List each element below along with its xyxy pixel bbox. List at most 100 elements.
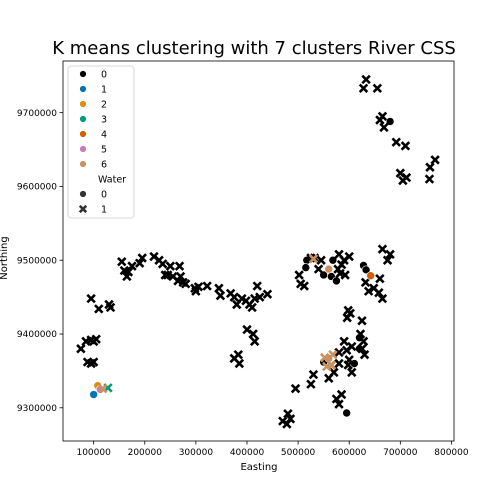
x-tick-label: 400000: [230, 448, 265, 458]
legend-item-cluster-2: 2: [79, 99, 107, 110]
data-point: [334, 399, 344, 409]
y-tick-label: 9700000: [17, 109, 57, 119]
series-cluster-0: [76, 74, 440, 429]
svg-text:6: 6: [101, 159, 107, 170]
data-point: [342, 408, 351, 418]
data-point: [290, 383, 301, 394]
data-point: [308, 369, 319, 380]
data-point: [134, 258, 145, 268]
data-point: [334, 347, 344, 358]
data-point: [89, 390, 98, 399]
data-point: [313, 264, 324, 274]
data-point: [361, 265, 371, 275]
svg-text:2: 2: [101, 99, 107, 110]
data-point: [382, 255, 393, 265]
data-point: [248, 329, 258, 339]
data-point: [294, 270, 304, 280]
y-tick-label: 9300000: [17, 404, 57, 414]
series-cluster-6: [98, 254, 338, 394]
data-point: [347, 367, 357, 378]
data-point: [328, 349, 338, 360]
data-point: [283, 408, 293, 419]
data-point: [322, 361, 332, 372]
data-point: [324, 264, 334, 274]
x-tick-label: 200000: [128, 448, 163, 458]
data-point: [105, 302, 116, 313]
data-point: [341, 345, 352, 355]
data-point: [336, 389, 347, 400]
svg-text:0: 0: [101, 69, 107, 80]
data-point: [282, 419, 292, 429]
data-point: [234, 358, 245, 369]
data-point: [175, 271, 186, 282]
y-tick-label: 9400000: [17, 330, 57, 340]
y-axis-label: Northing: [0, 236, 10, 279]
svg-text:1: 1: [101, 204, 107, 215]
data-point: [306, 379, 316, 389]
x-tick-label: 500000: [281, 448, 316, 458]
data-point: [355, 329, 366, 339]
x-tick-label: 600000: [332, 448, 367, 458]
legend-item-water-0: 0: [79, 189, 107, 200]
data-point: [262, 289, 273, 299]
data-point: [334, 358, 344, 369]
legend: 0 1 2 3 4 5 6 Water 0 1: [67, 65, 135, 219]
data-point: [377, 293, 388, 304]
data-point: [385, 117, 395, 126]
svg-text:1: 1: [101, 84, 107, 95]
data-point: [372, 83, 383, 94]
data-point: [385, 249, 395, 260]
data-point: [401, 172, 412, 183]
x-tick-label: 700000: [383, 448, 418, 458]
legend-item-cluster-0: 0: [79, 69, 107, 80]
x-tick-label: 100000: [76, 448, 111, 458]
data-point: [363, 286, 374, 296]
data-point: [375, 273, 385, 284]
data-point: [88, 357, 99, 367]
data-point: [374, 287, 384, 298]
data-point: [255, 292, 265, 302]
x-tick-label: 800000: [434, 448, 469, 458]
data-point: [339, 336, 349, 347]
data-point: [137, 253, 147, 263]
data-point: [359, 349, 370, 360]
data-point: [366, 271, 375, 281]
data-point: [98, 383, 108, 394]
data-point: [340, 270, 350, 280]
y-tick-label: 9500000: [17, 256, 57, 266]
data-point: [249, 336, 260, 347]
data-point: [191, 286, 201, 296]
svg-text:0: 0: [101, 189, 107, 200]
legend-item-cluster-5: 5: [79, 144, 107, 155]
data-point: [377, 244, 388, 254]
data-point: [165, 261, 176, 271]
legend-item-cluster-1: 1: [79, 84, 107, 95]
data-point: [377, 111, 388, 122]
data-point: [361, 74, 371, 85]
data-point: [358, 83, 369, 94]
data-point: [400, 141, 411, 151]
data-point: [319, 352, 330, 363]
legend-item-water-1: 1: [78, 204, 107, 215]
svg-text:4: 4: [101, 129, 107, 140]
data-point: [342, 313, 352, 323]
plot-frame: [62, 60, 455, 442]
data-point: [328, 255, 338, 265]
series-cluster-1: [89, 390, 98, 399]
data-point: [160, 270, 170, 280]
series-cluster-4: [366, 271, 375, 281]
data-point: [360, 277, 371, 288]
x-axis-label: Easting: [240, 462, 277, 473]
data-point: [301, 263, 311, 272]
data-point: [157, 259, 168, 269]
data-point: [379, 122, 389, 133]
data-point: [252, 281, 262, 291]
data-point: [193, 282, 204, 292]
data-point: [247, 302, 257, 313]
legend-style-title: Water: [98, 174, 126, 185]
data-point: [430, 155, 440, 165]
svg-text:3: 3: [101, 114, 107, 125]
data-point: [214, 283, 224, 293]
data-point: [308, 254, 319, 264]
